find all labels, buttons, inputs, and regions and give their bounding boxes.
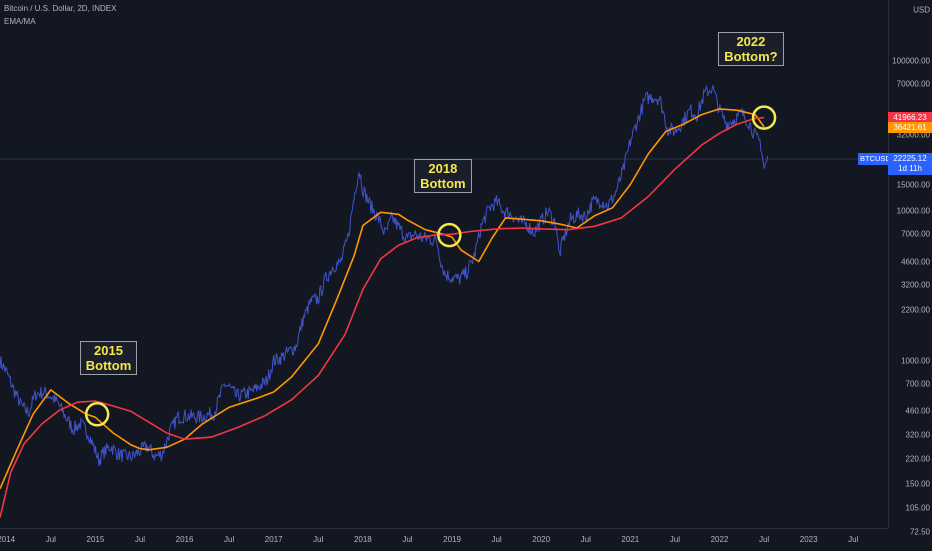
price-tick-label: 700.00 [905, 379, 930, 389]
ema-price-tag: 36421.61 [888, 121, 932, 133]
bottom-marker-circle [751, 105, 777, 130]
time-axis[interactable]: 2014 Jul 2015 Jul 2016 Jul 2017 Jul 2018 Jul 2019 J… [0, 528, 888, 551]
time-tick-label: 2015 [86, 535, 105, 544]
bar-countdown: 1d 11h [898, 164, 922, 173]
annotation-label[interactable]: 2022 Bottom? [718, 32, 784, 67]
time-tick-label: 2014 [0, 535, 16, 544]
price-tick-label: 72.50 [909, 527, 930, 537]
time-tick-label: Jul [402, 535, 413, 544]
price-chart[interactable] [0, 0, 888, 528]
current-price-tag: 22225.12 1d 11h [888, 153, 932, 175]
price-tick-label: 2200.00 [901, 305, 930, 315]
time-tick-label: Jul [45, 535, 56, 544]
indicator-label[interactable]: EMA/MA [4, 17, 36, 26]
series-btcusd-line [0, 84, 769, 467]
price-tick-label: 70000.00 [896, 79, 930, 89]
price-tick-label: 3200.00 [901, 280, 930, 290]
chart-plot-area[interactable] [0, 0, 888, 528]
time-tick-label: 2016 [175, 535, 194, 544]
price-tick-label: 10000.00 [896, 206, 930, 216]
time-tick-label: 2023 [799, 535, 818, 544]
price-tick-label: 1000.00 [901, 356, 930, 366]
time-tick-label: Jul [491, 535, 502, 544]
time-tick-label: 2018 [353, 535, 372, 544]
time-tick-label: Jul [848, 535, 859, 544]
time-tick-label: 2021 [621, 535, 640, 544]
time-tick-label: Jul [580, 535, 591, 544]
price-axis[interactable]: USD 100000.00 70000.00 32000.00 15000.00 100… [888, 0, 932, 536]
annotation-label[interactable]: 2015 Bottom [79, 340, 138, 375]
series-ma-line [0, 116, 765, 518]
price-tick-label: 320.00 [905, 430, 930, 440]
current-price-value: 22225.12 [893, 154, 927, 163]
price-tick-label: 100000.00 [892, 56, 930, 66]
time-tick-label: Jul [758, 535, 770, 544]
symbol-tag: BTCUSD [858, 153, 893, 165]
price-tick-label: 105.00 [905, 503, 930, 513]
price-tick-label: 150.00 [905, 479, 930, 489]
time-tick-label: Jul [224, 535, 235, 544]
bottom-marker-circle [84, 402, 110, 427]
time-tick-label: Jul [313, 535, 324, 544]
currency-label: USD [913, 5, 930, 15]
chart-title: Bitcoin / U.S. Dollar, 2D, INDEX [4, 4, 117, 13]
time-tick-label: Jul [669, 535, 681, 544]
time-tick-label: Jul [134, 535, 146, 544]
price-tick-label: 460.00 [905, 406, 930, 416]
time-tick-label: 2019 [443, 535, 461, 544]
time-tick-label: 2017 [264, 535, 283, 544]
price-tick-label: 220.00 [905, 454, 930, 464]
series-ema-line [0, 108, 765, 490]
price-tick-label: 4600.00 [901, 257, 930, 267]
ma-price-tag: 41966.23 [888, 111, 932, 123]
time-tick-label: 2020 [532, 535, 551, 544]
annotation-label[interactable]: 2018 Bottom [414, 159, 472, 194]
time-tick-label: 2022 [710, 535, 729, 544]
price-tick-label: 32000.00 [896, 130, 930, 140]
price-tick-label: 15000.00 [896, 180, 930, 190]
bottom-marker-circle [437, 222, 462, 248]
price-tick-label: 7000.00 [901, 229, 930, 239]
